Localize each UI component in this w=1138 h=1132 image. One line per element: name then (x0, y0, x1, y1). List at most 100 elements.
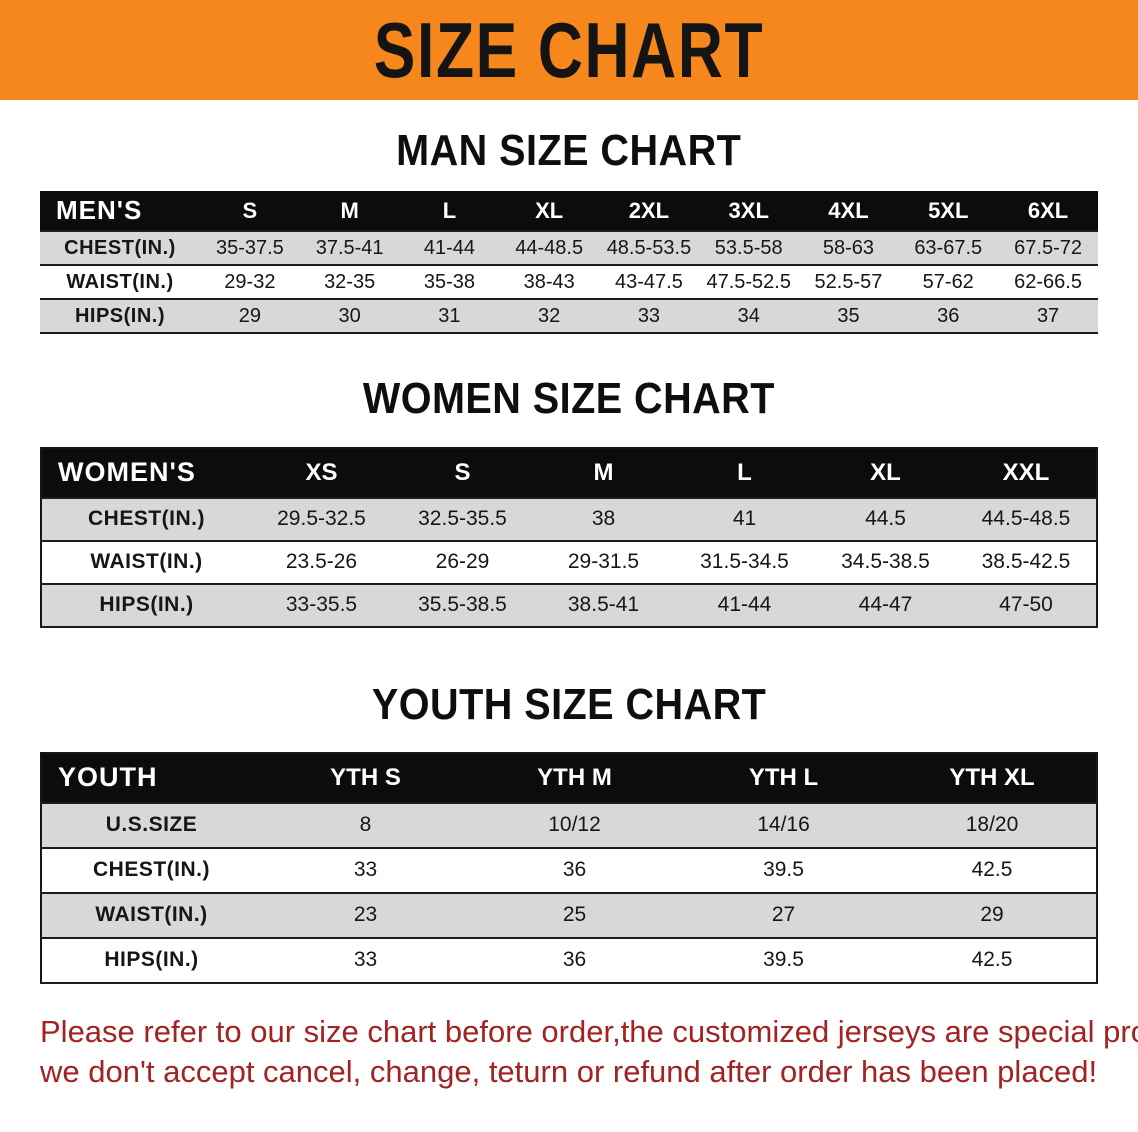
size-value-cell: 32-35 (324, 270, 376, 293)
size-value-cell: 29-32 (224, 270, 276, 293)
youth-size-table: YOUTH YTH S YTH M YTH L YTH XL U.S.SIZE … (40, 751, 1098, 984)
size-value-cell: 44.5 (815, 497, 956, 541)
measure-row-label: HIPS(IN.) (41, 583, 251, 627)
table-row: HIPS(IN.) 33 36 39.5 42.5 (41, 938, 1097, 983)
table-row: CHEST(IN.) 35-37.5 37.5-41 41-44 44-48.5… (40, 231, 1098, 266)
size-value-cell: 33 (599, 299, 699, 334)
size-column-header: XS (251, 447, 392, 498)
size-value-cell: 38.5-41 (533, 583, 674, 627)
youth-section-heading-text: YOUTH SIZE CHART (371, 679, 767, 729)
size-value-cell: 27 (679, 892, 888, 938)
size-value-cell: 39.5 (763, 858, 804, 882)
size-value-cell: 62-66.5 (1014, 270, 1082, 293)
size-value-cell: 30 (299, 299, 400, 334)
size-value-cell: 34.5-38.5 (841, 550, 930, 574)
size-value-cell: 35 (798, 299, 899, 334)
measure-row-label: WAIST(IN.) (90, 550, 203, 574)
women-header-row: WOMEN'S XS S M L XL XXL (41, 447, 1097, 498)
size-column-header: S (392, 447, 533, 498)
measure-row-label: HIPS(IN.) (104, 948, 199, 972)
size-value-cell: 33 (353, 858, 378, 882)
table-row: U.S.SIZE 8 10/12 14/16 18/20 (41, 802, 1097, 848)
table-row: WAIST(IN.) 23.5-26 26-29 29-31.5 31.5-34… (41, 541, 1097, 584)
size-value-cell: 44.5-48.5 (956, 497, 1097, 541)
size-value-cell: 29 (888, 892, 1097, 938)
size-value-cell: 39.5 (763, 948, 804, 972)
measure-row-label: WAIST(IN.) (41, 892, 261, 938)
size-column-header: L (399, 191, 500, 232)
measure-row-label: CHEST(IN.) (40, 231, 200, 266)
men-header-row: MEN'S S M L XL 2XL 3XL 4XL 5XL 6XL (40, 191, 1098, 232)
size-column-header: YTH M (470, 752, 679, 803)
size-value-cell: 53.5-58 (698, 231, 799, 266)
size-column-header: S (200, 191, 300, 232)
size-value-cell: 43-47.5 (615, 270, 683, 293)
size-column-header: 2XL (599, 191, 699, 232)
size-value-cell: 48.5-53.5 (599, 231, 699, 266)
size-column-header: M (299, 191, 400, 232)
table-row: WAIST(IN.) 23 25 27 29 (41, 892, 1097, 938)
size-value-cell: 35.5-38.5 (392, 583, 533, 627)
size-value-cell: 58-63 (798, 231, 899, 266)
size-column-header: 5XL (898, 191, 999, 232)
footer-note-line1: Please refer to our size chart before or… (40, 1013, 1138, 1049)
size-value-cell: 35-37.5 (200, 231, 300, 266)
size-value-cell: 10/12 (470, 802, 679, 848)
men-section-heading: MAN SIZE CHART (0, 126, 1138, 175)
size-value-cell: 34 (698, 299, 799, 334)
size-column-header: YTH L (679, 752, 888, 803)
measure-row-label: CHEST(IN.) (41, 497, 251, 541)
men-size-table: MEN'S S M L XL 2XL 3XL 4XL 5XL 6XL CHEST… (40, 191, 1098, 334)
size-value-cell: 36 (562, 858, 587, 882)
size-value-cell: 52.5-57 (814, 270, 883, 293)
size-value-cell: 23.5-26 (285, 550, 358, 574)
size-column-header: 6XL (998, 191, 1098, 232)
men-table-title: MEN'S (40, 191, 200, 232)
size-value-cell: 67.5-72 (998, 231, 1098, 266)
size-column-header: XL (499, 191, 600, 232)
size-column-header: XXL (956, 447, 1097, 498)
size-column-header: 4XL (798, 191, 899, 232)
page-title: SIZE CHART (373, 6, 765, 94)
size-value-cell: 33 (353, 948, 378, 972)
size-value-cell: 29-31.5 (567, 550, 640, 574)
size-value-cell: 36 (562, 948, 587, 972)
youth-table-title: YOUTH (41, 752, 261, 803)
youth-section-heading: YOUTH SIZE CHART (0, 680, 1138, 729)
measure-row-label: WAIST(IN.) (66, 270, 174, 293)
size-value-cell: 38.5-42.5 (981, 550, 1071, 574)
size-value-cell: 38 (533, 497, 674, 541)
size-value-cell: 44-47 (815, 583, 956, 627)
footer-note-line2: we don't accept cancel, change, teturn o… (40, 1054, 1098, 1090)
size-value-cell: 41 (674, 497, 815, 541)
size-column-header: 3XL (698, 191, 799, 232)
men-section: MAN SIZE CHART MEN'S S M L XL 2XL 3XL 4X… (0, 126, 1138, 334)
size-value-cell: 42.5 (971, 948, 1013, 972)
size-column-header: L (674, 447, 815, 498)
footer-note: Please refer to our size chart before or… (40, 1012, 1138, 1093)
size-value-cell: 41-44 (399, 231, 500, 266)
measure-row-label: CHEST(IN.) (93, 858, 210, 882)
women-section: WOMEN SIZE CHART WOMEN'S XS S M L XL XXL… (0, 374, 1138, 628)
women-section-heading-text: WOMEN SIZE CHART (362, 374, 775, 424)
youth-section: YOUTH SIZE CHART YOUTH YTH S YTH M YTH L… (0, 680, 1138, 984)
size-value-cell: 57-62 (922, 270, 974, 293)
size-value-cell: 44-48.5 (499, 231, 600, 266)
size-value-cell: 8 (261, 802, 470, 848)
table-row: HIPS(IN.) 29 30 31 32 33 34 35 36 37 (40, 299, 1098, 334)
size-value-cell: 32.5-35.5 (392, 497, 533, 541)
size-value-cell: 37.5-41 (299, 231, 400, 266)
size-value-cell: 32 (499, 299, 600, 334)
size-value-cell: 37 (998, 299, 1098, 334)
size-value-cell: 38-43 (523, 270, 575, 293)
banner: SIZE CHART (0, 0, 1138, 100)
measure-row-label: U.S.SIZE (41, 802, 261, 848)
size-column-header: YTH XL (888, 752, 1097, 803)
size-value-cell: 42.5 (971, 858, 1013, 882)
size-column-header: YTH S (261, 752, 470, 803)
size-value-cell: 47.5-52.5 (706, 270, 791, 293)
size-value-cell: 25 (470, 892, 679, 938)
size-value-cell: 47-50 (956, 583, 1097, 627)
size-value-cell: 41-44 (674, 583, 815, 627)
size-value-cell: 14/16 (679, 802, 888, 848)
